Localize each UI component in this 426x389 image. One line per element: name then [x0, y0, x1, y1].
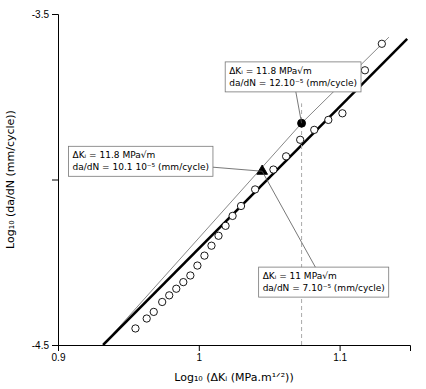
- point: [180, 278, 187, 285]
- marks: [103, 37, 407, 345]
- y-axis: -4.5 -3.5: [32, 9, 59, 351]
- annotation-text: da/dN = 7.10⁻⁵ (mm/cycle): [263, 283, 385, 293]
- chart: 0.9 1 1.1 -4.5 -3.5 ΔKᵢ = 11.8 MPa√m da/dN = 1…: [0, 0, 426, 389]
- point: [194, 262, 201, 269]
- annotation-box: [69, 146, 213, 176]
- annotation: ΔKᵢ = 11.8 MPa√m da/dN = 10.1 10⁻⁵ (mm/cy…: [69, 146, 263, 176]
- triangle-point: [257, 165, 268, 174]
- tick-mark: [52, 180, 58, 181]
- point: [237, 202, 244, 209]
- tick: 1.1: [333, 345, 347, 363]
- plot: 0.9 1 1.1 -4.5 -3.5 ΔKᵢ = 11.8 MPa√m da/dN = 1…: [32, 9, 411, 363]
- annotations: ΔKᵢ = 11.8 MPa√m da/dN = 12.10⁻⁵ (mm/cycl…: [69, 62, 389, 297]
- point: [143, 315, 150, 322]
- point: [297, 136, 304, 143]
- annotation-connector: [262, 171, 324, 282]
- point: [159, 298, 166, 305]
- annotation: ΔKᵢ = 11.8 MPa√m da/dN = 12.10⁻⁵ (mm/cycl…: [225, 62, 361, 123]
- x-axis-line: [59, 346, 411, 352]
- annotation-text: ΔKᵢ = 11.8 MPa√m: [229, 66, 312, 76]
- tick-mark: [340, 345, 341, 351]
- point: [378, 40, 385, 47]
- annotation-box: [225, 62, 361, 92]
- annotation-text: ΔKᵢ = 11 MPa√m: [263, 271, 337, 281]
- point: [215, 232, 222, 239]
- annotation-text: da/dN = 12.10⁻⁵ (mm/cycle): [229, 78, 357, 88]
- tick: 1: [197, 345, 203, 363]
- annotation-text: ΔKᵢ = 11.8 MPa√m: [73, 150, 156, 160]
- point: [282, 153, 289, 160]
- point: [173, 285, 180, 292]
- tick: -3.5: [32, 9, 58, 20]
- tick: [52, 180, 58, 181]
- annotation-box: [259, 267, 389, 297]
- point: [361, 67, 368, 74]
- point: [222, 222, 229, 229]
- tick: 0.9: [52, 345, 66, 363]
- point-series: [257, 165, 268, 174]
- point: [270, 166, 277, 173]
- point: [150, 308, 157, 315]
- tick-mark: [52, 14, 58, 15]
- y-axis-title: Log₁₀ (da/dN (mm/cycle)): [4, 110, 17, 249]
- point: [339, 110, 346, 117]
- point: [201, 252, 208, 259]
- tick-label: -4.5: [32, 340, 50, 351]
- point: [166, 292, 173, 299]
- tick-label: 1: [197, 352, 203, 363]
- tick-mark: [52, 345, 58, 346]
- x-axis: 0.9 1 1.1: [52, 345, 411, 363]
- point: [311, 126, 318, 133]
- tick-label: 0.9: [52, 352, 66, 363]
- point: [325, 116, 332, 123]
- tick-label: 1.1: [333, 352, 347, 363]
- tick-label: -3.5: [32, 9, 50, 20]
- annotation: ΔKᵢ = 11 MPa√m da/dN = 7.10⁻⁵ (mm/cycle): [259, 171, 389, 297]
- x-axis-title: Log₁₀ (ΔKᵢ (MPa.m¹ᐟ²)): [174, 371, 293, 384]
- point: [229, 212, 236, 219]
- y-axis-line: [52, 15, 59, 346]
- point: [251, 186, 258, 193]
- line: [103, 39, 407, 345]
- annotation-text: da/dN = 10.1 10⁻⁵ (mm/cycle): [73, 162, 209, 172]
- point: [208, 242, 215, 249]
- point: [132, 325, 139, 332]
- tick-mark: [199, 345, 200, 351]
- tick: -4.5: [32, 340, 58, 351]
- point: [187, 272, 194, 279]
